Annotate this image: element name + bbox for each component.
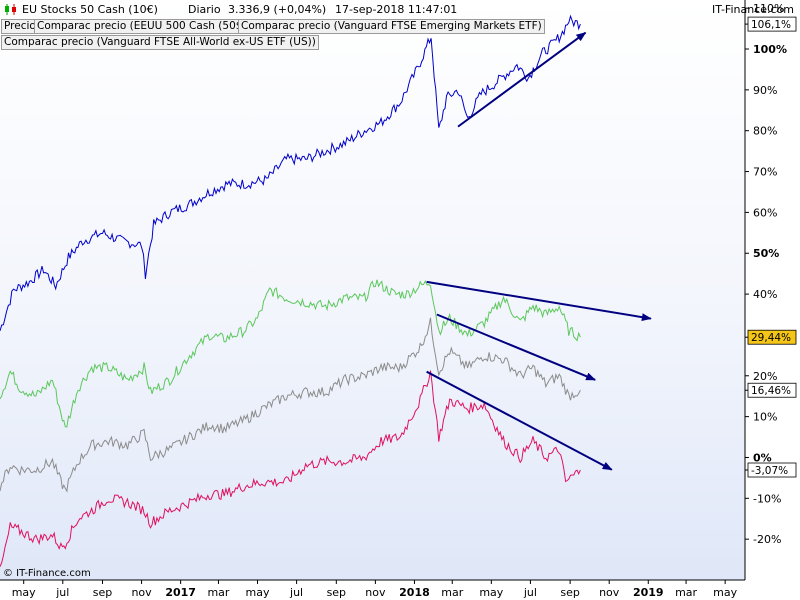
x-tick-label: mar xyxy=(441,586,463,599)
trend-arrow-3 xyxy=(426,370,613,471)
y-tick-label: 60% xyxy=(753,206,777,219)
series-line-2 xyxy=(0,317,581,493)
copyright-credit: © IT-Finance.com xyxy=(3,568,91,579)
y-tick-label: 70% xyxy=(753,166,777,179)
x-tick-label: 2018 xyxy=(399,586,430,599)
last-value-label: 106,1% xyxy=(751,19,791,31)
x-tick-label: nov xyxy=(131,586,152,599)
last-quote: 3.336,9 (+0,04%) xyxy=(228,3,327,16)
x-tick-label: may xyxy=(12,586,36,599)
x-tick-label: jul xyxy=(55,586,69,599)
x-tick-label: sep xyxy=(93,586,112,599)
legend-tab-all-world-ex-us-comparison[interactable]: Comparac precio (Vanguard FTSE All-World… xyxy=(1,35,319,50)
legend-tab-emerging-markets-comparison[interactable]: Comparac precio (Vanguard FTSE Emerging … xyxy=(238,19,545,34)
y-tick-label: 100% xyxy=(753,43,787,56)
legend-tab-price[interactable]: Precio xyxy=(1,19,39,34)
brand-label: IT-Finance.com xyxy=(712,3,794,16)
y-tick-label: -10% xyxy=(753,492,781,505)
x-tick-label: sep xyxy=(327,586,346,599)
x-tick-label: may xyxy=(246,586,270,599)
x-tick-label: nov xyxy=(365,586,386,599)
last-value-box xyxy=(747,462,797,478)
series-line-0 xyxy=(0,14,581,332)
candlestick-icon[interactable] xyxy=(3,3,19,16)
x-tick-label: 2019 xyxy=(633,586,664,599)
y-tick-label: 40% xyxy=(753,288,777,301)
y-tick-label: 10% xyxy=(753,411,777,424)
y-tick-label: 90% xyxy=(753,84,777,97)
trend-arrow-2 xyxy=(436,313,597,381)
y-tick-label: 80% xyxy=(753,125,777,138)
x-tick-label: jul xyxy=(289,586,303,599)
last-value-box xyxy=(747,16,797,32)
y-tick-label: 20% xyxy=(753,370,777,383)
last-value-label: -3,07% xyxy=(751,465,788,477)
y-tick-label: -20% xyxy=(753,533,781,546)
instrument-name: EU Stocks 50 Cash (10€) xyxy=(22,3,158,16)
plot-area[interactable] xyxy=(0,0,745,580)
x-tick-label: mar xyxy=(675,586,697,599)
series-line-1 xyxy=(0,279,581,428)
y-tick-label: 50% xyxy=(753,247,779,260)
x-tick-label: mar xyxy=(207,586,229,599)
x-tick-label: jul xyxy=(523,586,537,599)
trend-arrow-0 xyxy=(457,31,587,128)
series-line-3 xyxy=(0,370,581,567)
last-value-box xyxy=(747,329,797,345)
last-value-box xyxy=(747,382,797,398)
legend-tab-sp500-comparison[interactable]: Comparac precio (EEUU 500 Cash (50$)) xyxy=(34,19,254,34)
trend-arrow-1 xyxy=(426,280,652,322)
last-value-label: 16,46% xyxy=(751,385,791,397)
x-tick-label: 2017 xyxy=(165,586,196,599)
y-tick-label: 110% xyxy=(753,2,784,15)
y-tick-label: 0% xyxy=(753,451,772,464)
x-tick-label: sep xyxy=(560,586,579,599)
x-tick-label: may xyxy=(479,586,503,599)
quote-timestamp: 17-sep-2018 11:47:01 xyxy=(335,3,458,16)
x-tick-label: may xyxy=(713,586,737,599)
x-tick-label: nov xyxy=(599,586,620,599)
last-value-label: 29,44% xyxy=(751,332,791,344)
period-label: Diario xyxy=(188,3,221,16)
